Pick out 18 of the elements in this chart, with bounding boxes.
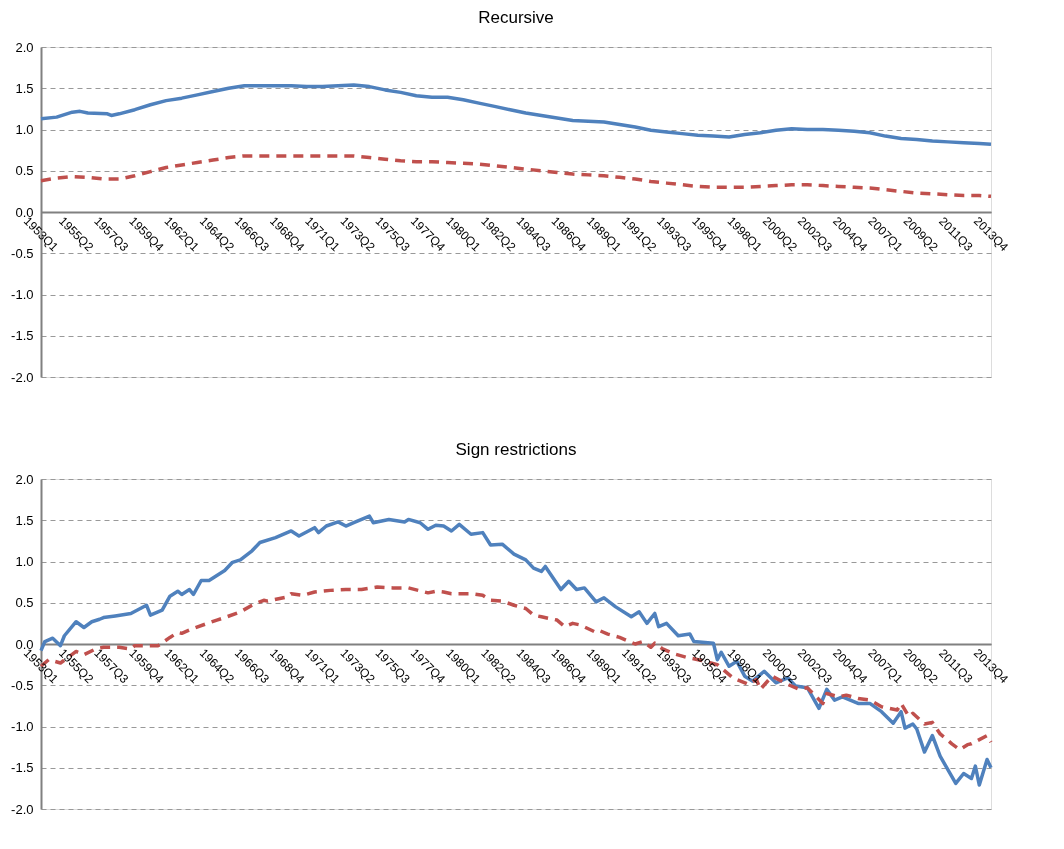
y-tick-label: 1.0	[15, 122, 34, 137]
y-tick-label: 1.5	[15, 80, 34, 96]
line-series	[39, 83, 993, 147]
y-tick-label: 1.0	[15, 554, 34, 569]
chart-title: Sign restrictions	[455, 440, 577, 459]
chart-title: Recursive	[478, 8, 554, 27]
line-series	[39, 154, 993, 199]
y-tick-label: 2.0	[15, 39, 34, 55]
y-tick-label: -2.0	[11, 801, 34, 817]
y-tick-label: 0.5	[15, 595, 34, 611]
y-tick-label: -1.0	[11, 719, 34, 734]
y-tick-label: -1.0	[11, 287, 34, 302]
y-tick-label: -1.5	[11, 760, 34, 776]
y-tick-label: -2.0	[11, 369, 34, 385]
y-tick-label: 2.0	[15, 471, 34, 487]
y-tick-label: 0.5	[15, 163, 34, 179]
y-tick-label: 1.5	[15, 512, 34, 528]
y-tick-label: -1.5	[11, 328, 34, 344]
